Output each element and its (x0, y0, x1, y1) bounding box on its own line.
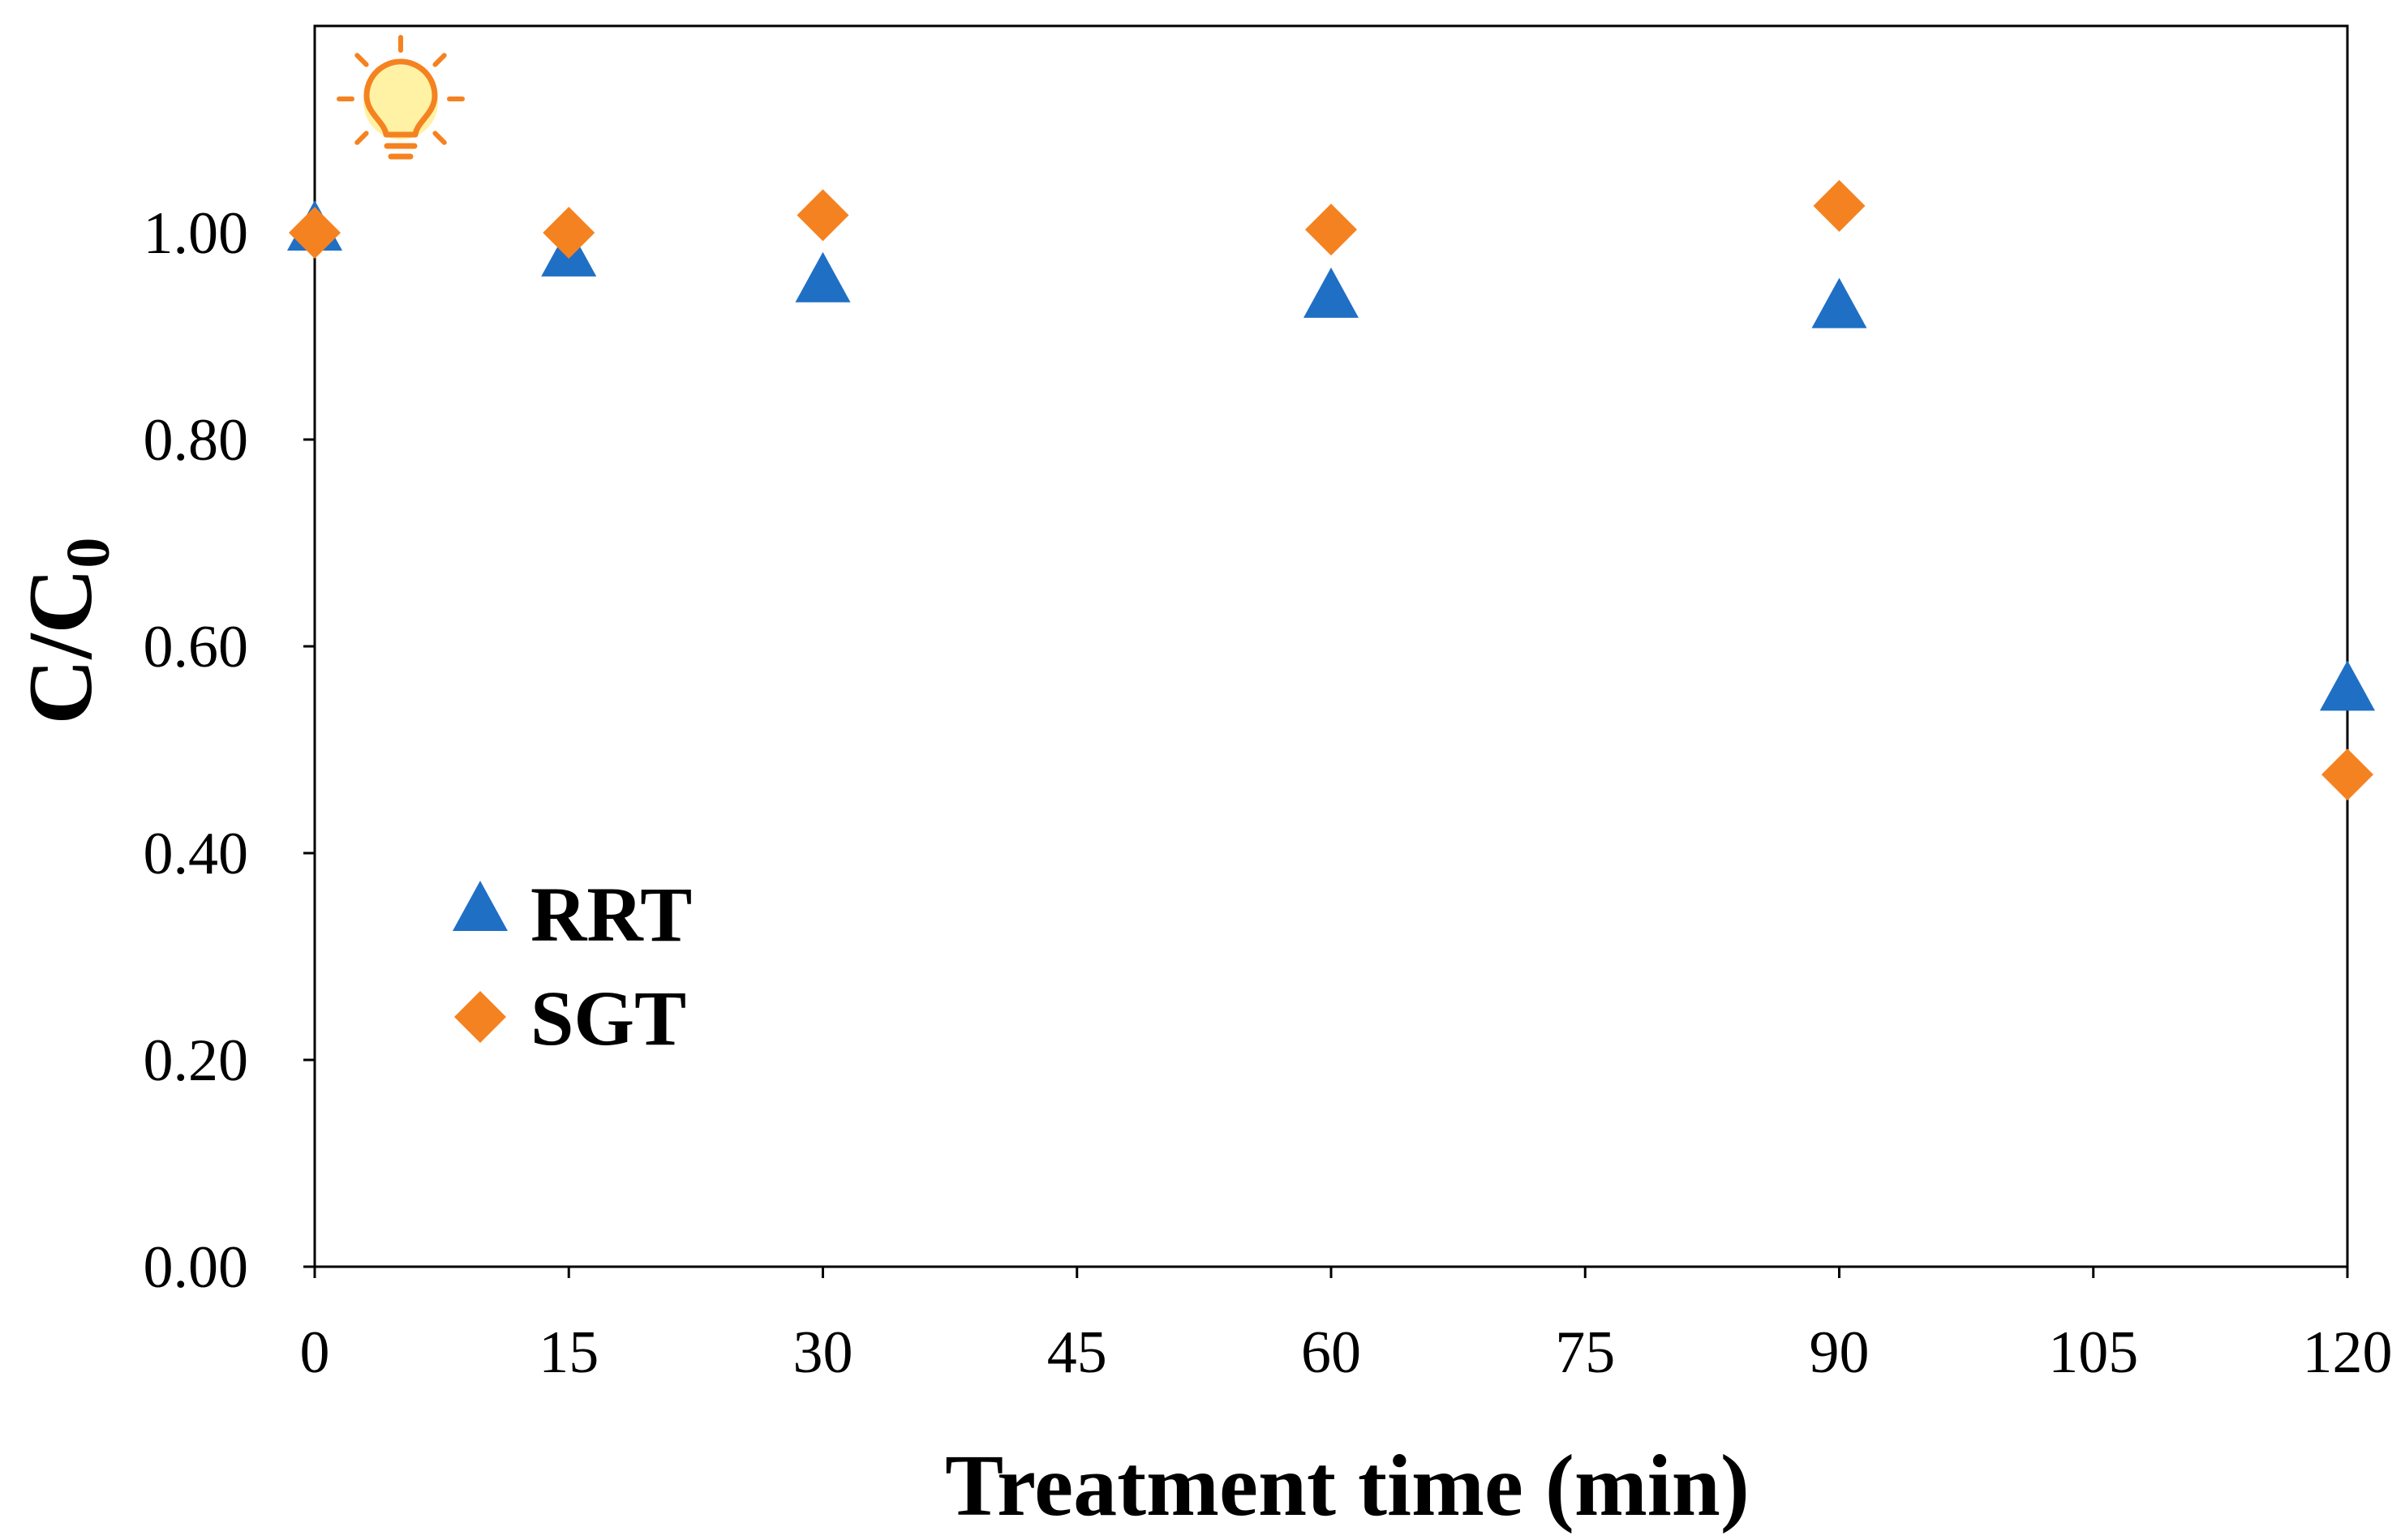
y-tick-label: 1.00 (144, 200, 249, 267)
series-rrt (287, 200, 2375, 711)
sgt-point (543, 207, 595, 259)
y-axis-title: C/C0 (11, 538, 122, 725)
rrt-point (1811, 277, 1867, 328)
lightbulb-bulb (363, 58, 438, 138)
legend: RRT SGT (453, 871, 692, 1062)
y-tick-label: 0.60 (144, 614, 249, 680)
legend-diamond-marker (454, 991, 506, 1043)
y-tick-label: 0.20 (144, 1027, 249, 1094)
legend-item-rrt: RRT (453, 871, 692, 958)
sgt-point (797, 189, 849, 242)
y-tick-label: 0.00 (144, 1234, 249, 1301)
series-sgt (289, 179, 2373, 801)
x-tick-label: 15 (539, 1319, 599, 1386)
y-axis-title-main: C/C (11, 568, 111, 725)
x-tick-label: 30 (793, 1319, 853, 1386)
legend-item-sgt: SGT (454, 975, 686, 1062)
x-axis: 0 15 30 45 60 75 90 105 120 (300, 1267, 2393, 1386)
lightbulb-ray (354, 53, 369, 67)
sgt-point (289, 207, 341, 259)
legend-triangle-marker (453, 881, 508, 931)
lightbulb-ray (354, 131, 369, 145)
x-tick-label: 60 (1301, 1319, 1361, 1386)
rrt-point (2320, 660, 2375, 711)
lightbulb-ray (432, 131, 447, 145)
y-axis: 0.00 0.20 0.40 0.60 0.80 1.00 (144, 200, 315, 1301)
lightbulb-icon-group (337, 35, 465, 160)
lightbulb-icon (337, 35, 465, 160)
x-axis-title: Treatment time (min) (945, 1438, 1750, 1534)
legend-label: SGT (530, 975, 686, 1062)
legend-label: RRT (530, 871, 692, 958)
x-tick-label: 75 (1555, 1319, 1615, 1386)
sgt-point (1305, 204, 1357, 256)
y-axis-title-subscript: 0 (54, 538, 122, 568)
data-points (287, 179, 2375, 801)
x-tick-label: 90 (1810, 1319, 1870, 1386)
y-tick-label: 0.40 (144, 821, 249, 887)
lightbulb-ray (432, 53, 447, 67)
x-tick-label: 105 (2048, 1319, 2138, 1386)
sgt-point (2321, 749, 2373, 801)
rrt-point (1303, 267, 1359, 318)
rrt-point (795, 251, 851, 302)
sgt-point (1813, 179, 1866, 232)
x-tick-label: 45 (1047, 1319, 1107, 1386)
x-tick-label: 120 (2303, 1319, 2393, 1386)
x-tick-label: 0 (300, 1319, 330, 1386)
y-tick-label: 0.80 (144, 407, 249, 474)
